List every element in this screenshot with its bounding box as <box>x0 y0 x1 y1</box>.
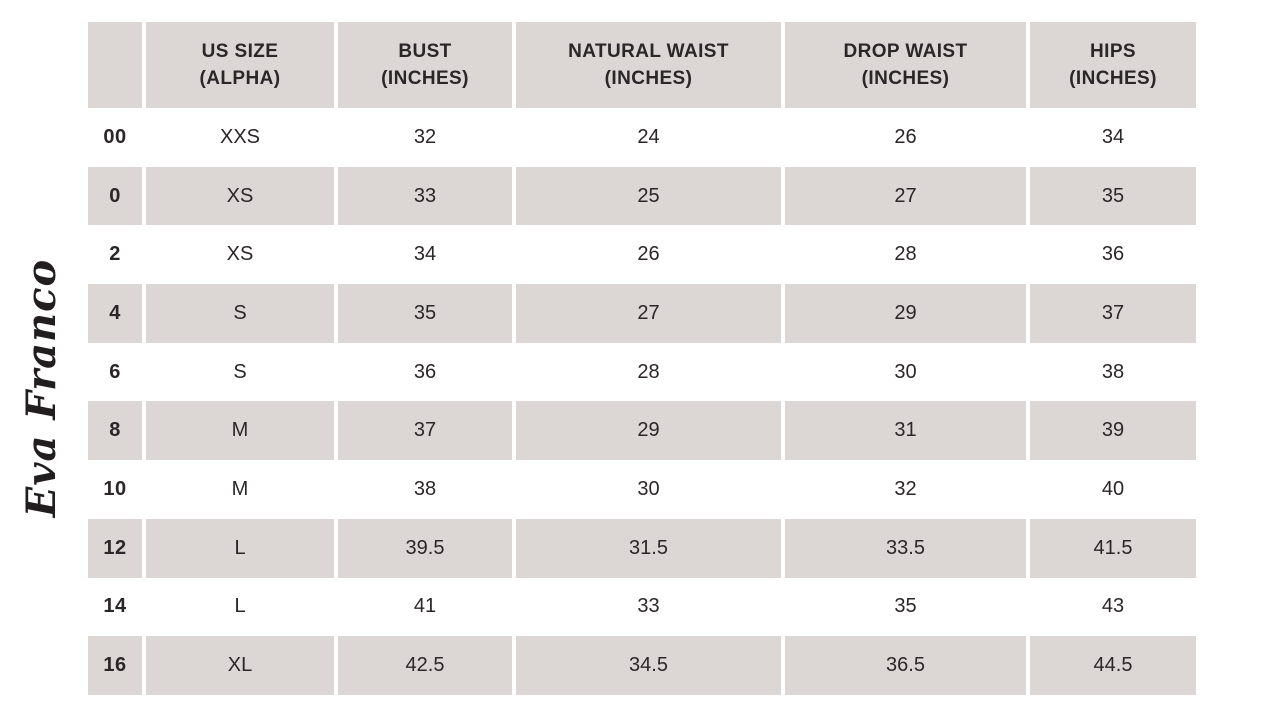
table-row: 14 L 41 33 35 43 <box>88 577 1196 637</box>
cell-natural-waist: 29 <box>516 401 781 461</box>
cell-bust: 37 <box>338 401 512 461</box>
table-row: 12 L 39.5 31.5 33.5 41.5 <box>88 518 1196 578</box>
header-label: DROP WAIST <box>843 41 968 62</box>
cell-hips: 43 <box>1030 577 1196 637</box>
header-cell-us-size: US SIZE (ALPHA) <box>146 22 334 108</box>
cell-alpha-size: XXS <box>146 108 334 167</box>
cell-bust: 41 <box>338 577 512 637</box>
table-row: 8 M 37 29 31 39 <box>88 401 1196 461</box>
table-row: 16 XL 42.5 34.5 36.5 44.5 <box>88 636 1196 695</box>
brand-logo: Eva Franco <box>18 258 65 518</box>
cell-natural-waist: 26 <box>516 225 781 285</box>
table-row: 0 XS 33 25 27 35 <box>88 166 1196 226</box>
cell-us-size: 10 <box>88 460 142 519</box>
cell-natural-waist: 25 <box>516 166 781 226</box>
cell-hips: 39 <box>1030 401 1196 461</box>
header-sublabel: (ALPHA) <box>199 68 281 89</box>
table-row: 6 S 36 28 30 38 <box>88 342 1196 402</box>
cell-alpha-size: S <box>146 284 334 343</box>
cell-natural-waist: 28 <box>516 342 781 402</box>
cell-drop-waist: 30 <box>785 342 1026 402</box>
cell-natural-waist: 34.5 <box>516 636 781 695</box>
cell-bust: 39.5 <box>338 518 512 578</box>
cell-alpha-size: M <box>146 460 334 519</box>
cell-us-size: 0 <box>88 166 142 226</box>
cell-drop-waist: 28 <box>785 225 1026 285</box>
cell-natural-waist: 33 <box>516 577 781 637</box>
cell-drop-waist: 26 <box>785 108 1026 167</box>
cell-hips: 34 <box>1030 108 1196 167</box>
header-label: HIPS <box>1090 41 1136 62</box>
cell-bust: 42.5 <box>338 636 512 695</box>
cell-hips: 41.5 <box>1030 518 1196 578</box>
cell-alpha-size: L <box>146 577 334 637</box>
cell-hips: 44.5 <box>1030 636 1196 695</box>
cell-drop-waist: 35 <box>785 577 1026 637</box>
cell-bust: 38 <box>338 460 512 519</box>
cell-us-size: 4 <box>88 284 142 343</box>
cell-natural-waist: 30 <box>516 460 781 519</box>
cell-drop-waist: 36.5 <box>785 636 1026 695</box>
cell-drop-waist: 29 <box>785 284 1026 343</box>
cell-alpha-size: S <box>146 342 334 402</box>
cell-natural-waist: 27 <box>516 284 781 343</box>
table-row: 4 S 35 27 29 37 <box>88 284 1196 343</box>
cell-bust: 36 <box>338 342 512 402</box>
table-header: US SIZE (ALPHA) BUST (INCHES) NATURAL WA… <box>88 22 1196 108</box>
header-cell-bust: BUST (INCHES) <box>338 22 512 108</box>
table-row: 00 XXS 32 24 26 34 <box>88 108 1196 167</box>
cell-alpha-size: XS <box>146 225 334 285</box>
header-cell-drop-waist: DROP WAIST (INCHES) <box>785 22 1026 108</box>
cell-hips: 40 <box>1030 460 1196 519</box>
header-cell-empty <box>88 22 142 108</box>
cell-bust: 33 <box>338 166 512 226</box>
table-row: 2 XS 34 26 28 36 <box>88 225 1196 285</box>
cell-drop-waist: 32 <box>785 460 1026 519</box>
table-body: 00 XXS 32 24 26 34 0 XS 33 25 27 35 2 XS… <box>88 108 1196 695</box>
cell-drop-waist: 31 <box>785 401 1026 461</box>
cell-drop-waist: 27 <box>785 166 1026 226</box>
cell-us-size: 00 <box>88 108 142 167</box>
header-label: NATURAL WAIST <box>568 41 729 62</box>
header-row: US SIZE (ALPHA) BUST (INCHES) NATURAL WA… <box>88 22 1196 108</box>
cell-hips: 36 <box>1030 225 1196 285</box>
cell-hips: 35 <box>1030 166 1196 226</box>
cell-hips: 37 <box>1030 284 1196 343</box>
cell-alpha-size: XS <box>146 166 334 226</box>
header-cell-natural-waist: NATURAL WAIST (INCHES) <box>516 22 781 108</box>
cell-alpha-size: M <box>146 401 334 461</box>
cell-us-size: 2 <box>88 225 142 285</box>
cell-hips: 38 <box>1030 342 1196 402</box>
cell-alpha-size: L <box>146 518 334 578</box>
size-chart-table: US SIZE (ALPHA) BUST (INCHES) NATURAL WA… <box>84 22 1200 695</box>
header-sublabel: (INCHES) <box>1069 68 1157 89</box>
header-cell-hips: HIPS (INCHES) <box>1030 22 1196 108</box>
cell-us-size: 6 <box>88 342 142 402</box>
cell-bust: 32 <box>338 108 512 167</box>
cell-natural-waist: 31.5 <box>516 518 781 578</box>
table-row: 10 M 38 30 32 40 <box>88 460 1196 519</box>
cell-drop-waist: 33.5 <box>785 518 1026 578</box>
cell-us-size: 16 <box>88 636 142 695</box>
cell-us-size: 8 <box>88 401 142 461</box>
header-label: US SIZE <box>201 41 279 62</box>
cell-us-size: 14 <box>88 577 142 637</box>
cell-bust: 35 <box>338 284 512 343</box>
header-sublabel: (INCHES) <box>604 68 693 89</box>
cell-us-size: 12 <box>88 518 142 578</box>
header-sublabel: (INCHES) <box>381 68 469 89</box>
cell-bust: 34 <box>338 225 512 285</box>
cell-alpha-size: XL <box>146 636 334 695</box>
header-sublabel: (INCHES) <box>861 68 950 89</box>
cell-natural-waist: 24 <box>516 108 781 167</box>
header-label: BUST <box>398 41 452 62</box>
